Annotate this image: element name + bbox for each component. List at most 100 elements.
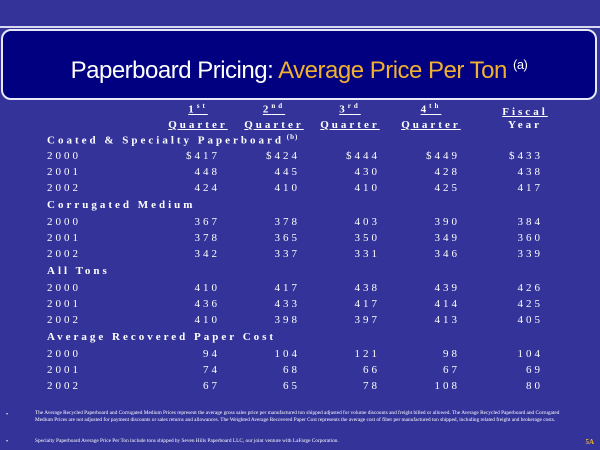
row-year: 2002	[47, 314, 81, 326]
column-number: 2	[262, 103, 272, 116]
column-header-top: 1st	[158, 102, 238, 116]
cell-value: 346	[434, 248, 460, 260]
title-main: Paperboard Pricing:	[70, 57, 279, 84]
cell-value: $444	[346, 150, 380, 162]
cell-value: 67	[443, 364, 460, 376]
row-year: 2002	[47, 248, 81, 260]
cell-value: 426	[517, 282, 543, 294]
cell-value: 405	[517, 314, 543, 326]
title-banner: Paperboard Pricing: Average Price Per To…	[1, 29, 597, 100]
column-ordinal: st	[196, 102, 208, 110]
cell-value: 121	[354, 348, 380, 360]
page-title: Paperboard Pricing: Average Price Per To…	[3, 31, 595, 105]
cell-value: 69	[526, 364, 543, 376]
cell-value: 430	[354, 166, 380, 178]
cell-value: 384	[517, 216, 543, 228]
row-year: 2000	[47, 348, 81, 360]
cell-value: $433	[509, 150, 543, 162]
row-year: 2002	[47, 182, 81, 194]
row-year: 2000	[47, 216, 81, 228]
row-year: 2000	[47, 150, 81, 162]
title-accent: Average Price Per Ton	[278, 57, 507, 84]
bullet-icon: •	[6, 412, 9, 418]
page-number: 5A	[585, 438, 594, 446]
bullet-icon: •	[6, 439, 9, 445]
row-year: 2001	[47, 232, 81, 244]
footnote-b: Specialty Paperboard Average Price Per T…	[35, 438, 339, 444]
cell-value: 445	[274, 166, 300, 178]
cell-value: 65	[283, 380, 300, 392]
column-header-top: Fiscal	[485, 106, 565, 118]
column-header-label: Year	[508, 119, 542, 131]
cell-value: 331	[354, 248, 380, 260]
column-number: 1	[188, 103, 197, 116]
cell-value: $417	[186, 150, 220, 162]
column-number: 4	[420, 103, 430, 116]
cell-value: 80	[526, 380, 543, 392]
section-heading: Average Recovered Paper Cost	[47, 331, 276, 343]
cell-value: 390	[434, 216, 460, 228]
row-year: 2001	[47, 364, 81, 376]
cell-value: 413	[434, 314, 460, 326]
cell-value: 417	[517, 182, 543, 194]
cell-value: 104	[517, 348, 543, 360]
column-header-label: Quarter	[168, 119, 228, 131]
cell-value: 417	[274, 282, 300, 294]
footnote-a: The Average Recycled Paperboard and Corr…	[35, 410, 560, 423]
top-rule	[0, 26, 600, 28]
cell-value: 397	[354, 314, 380, 326]
row-year: 2000	[47, 282, 81, 294]
cell-value: 417	[354, 298, 380, 310]
cell-value: 428	[434, 166, 460, 178]
cell-value: 360	[517, 232, 543, 244]
cell-value: 94	[203, 348, 220, 360]
cell-value: 74	[203, 364, 220, 376]
column-ordinal: nd	[271, 102, 286, 110]
section-name: Coated & Specialty Paperboard	[47, 134, 285, 147]
cell-value: 67	[203, 380, 220, 392]
column-header-top: 3rd	[310, 102, 390, 116]
cell-value: 425	[434, 182, 460, 194]
cell-value: 350	[354, 232, 380, 244]
cell-value: 98	[443, 348, 460, 360]
cell-value: 342	[194, 248, 220, 260]
cell-value: 367	[194, 216, 220, 228]
row-year: 2002	[47, 380, 81, 392]
cell-value: 403	[354, 216, 380, 228]
column-header-top: 4th	[391, 102, 471, 116]
cell-value: 349	[434, 232, 460, 244]
section-heading: Corrugated Medium	[47, 199, 195, 211]
cell-value: 378	[194, 232, 220, 244]
cell-value: 438	[354, 282, 380, 294]
cell-value: 410	[194, 314, 220, 326]
cell-value: 104	[274, 348, 300, 360]
cell-value: 425	[517, 298, 543, 310]
column-header-label: Quarter	[320, 119, 380, 131]
column-ordinal: th	[429, 102, 442, 110]
cell-value: 378	[274, 216, 300, 228]
section-name: All Tons	[47, 265, 110, 277]
cell-value: 68	[283, 364, 300, 376]
column-number: Fiscal	[502, 106, 548, 118]
section-footnote-marker: (b)	[286, 133, 299, 141]
cell-value: 448	[194, 166, 220, 178]
cell-value: 414	[434, 298, 460, 310]
cell-value: 439	[434, 282, 460, 294]
column-ordinal: rd	[347, 102, 361, 110]
row-year: 2001	[47, 166, 81, 178]
cell-value: 108	[434, 380, 460, 392]
column-header-label: Quarter	[401, 119, 461, 131]
cell-value: 410	[274, 182, 300, 194]
column-number: 3	[339, 103, 348, 116]
cell-value: 78	[363, 380, 380, 392]
column-header-top: 2nd	[234, 102, 314, 116]
cell-value: 365	[274, 232, 300, 244]
cell-value: 398	[274, 314, 300, 326]
section-heading: Coated & Specialty Paperboard (b)	[47, 133, 298, 147]
row-year: 2001	[47, 298, 81, 310]
cell-value: 410	[354, 182, 380, 194]
section-name: Corrugated Medium	[47, 199, 196, 211]
cell-value: 66	[363, 364, 380, 376]
cell-value: 433	[274, 298, 300, 310]
section-name: Average Recovered Paper Cost	[47, 331, 277, 343]
